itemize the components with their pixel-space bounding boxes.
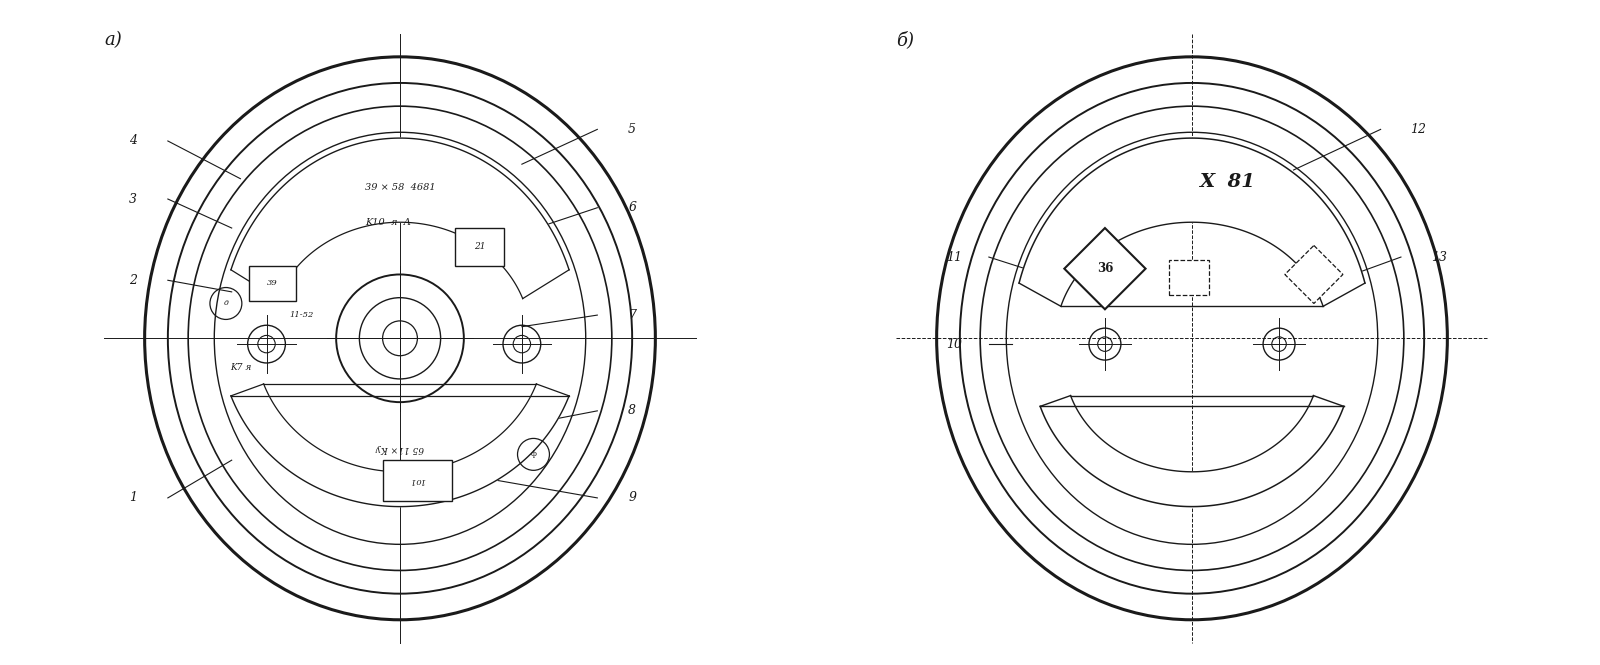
- Text: 8: 8: [629, 404, 637, 418]
- Text: 2: 2: [130, 274, 138, 287]
- Text: X  81: X 81: [1198, 173, 1254, 191]
- Text: 21: 21: [474, 243, 485, 251]
- Text: 11: 11: [946, 251, 962, 263]
- Text: 65 11× Ку: 65 11× Ку: [376, 444, 424, 453]
- Text: 101: 101: [410, 477, 426, 485]
- Text: ф: ф: [531, 450, 536, 458]
- Text: д: д: [224, 299, 229, 307]
- Text: 4: 4: [130, 134, 138, 148]
- Text: 36: 36: [1096, 262, 1114, 275]
- Text: 13: 13: [1430, 251, 1446, 263]
- Text: б): б): [896, 31, 914, 49]
- Text: 5: 5: [629, 123, 637, 136]
- Text: 39 × 58  4681: 39 × 58 4681: [365, 183, 435, 192]
- Text: 11-52: 11-52: [290, 311, 314, 319]
- Polygon shape: [1040, 396, 1344, 507]
- Text: 7: 7: [629, 309, 637, 322]
- Text: 10: 10: [946, 338, 962, 350]
- Text: K10  я  A: K10 я A: [365, 217, 411, 227]
- Text: 12: 12: [1410, 123, 1426, 136]
- Polygon shape: [1064, 228, 1146, 309]
- FancyBboxPatch shape: [382, 460, 453, 501]
- Text: 9: 9: [629, 491, 637, 505]
- Text: 6: 6: [629, 201, 637, 214]
- Text: 3: 3: [130, 192, 138, 205]
- FancyBboxPatch shape: [454, 228, 504, 266]
- Text: а): а): [104, 31, 122, 49]
- Polygon shape: [230, 384, 570, 507]
- FancyBboxPatch shape: [250, 266, 296, 301]
- FancyBboxPatch shape: [1168, 260, 1210, 295]
- Polygon shape: [1285, 245, 1342, 303]
- Text: 1: 1: [130, 491, 138, 505]
- Text: K7 я: K7 я: [230, 363, 251, 372]
- Text: 39: 39: [267, 279, 278, 287]
- Polygon shape: [1019, 138, 1365, 307]
- Polygon shape: [230, 138, 570, 299]
